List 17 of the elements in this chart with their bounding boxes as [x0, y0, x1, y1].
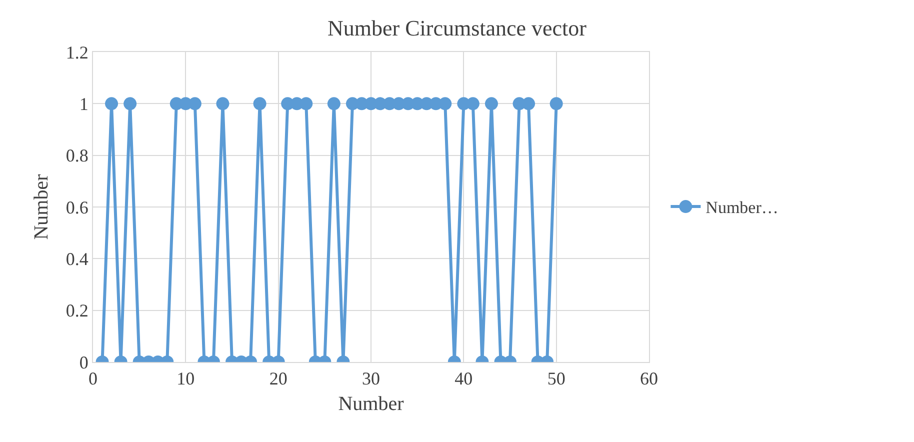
chart-title: Number Circumstance vector [327, 15, 588, 40]
y-tick-label: 1.2 [66, 42, 88, 62]
y-tick-label: 0.8 [66, 146, 88, 166]
legend-label: Number… [706, 198, 778, 218]
x-tick-label: 30 [362, 368, 380, 389]
x-axis-title: Number [338, 393, 404, 416]
x-tick-label: 50 [547, 368, 566, 389]
y-tick-label: 0.6 [66, 197, 88, 218]
y-tick-label: 1 [79, 94, 88, 114]
x-tick-label: 10 [176, 368, 195, 389]
y-tick-label: 0 [79, 352, 88, 372]
x-tick-label: 20 [269, 368, 288, 389]
y-axis-title: Number [30, 174, 52, 240]
x-tick-label: 40 [454, 368, 473, 389]
y-tick-label: 0.4 [66, 248, 88, 269]
x-tick-label: 60 [640, 368, 658, 389]
y-tick-label: 0.2 [66, 300, 88, 321]
